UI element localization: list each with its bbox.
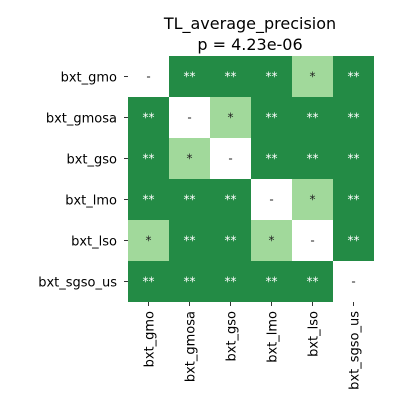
heatmap-cell [169,97,210,138]
heatmap-cell [292,261,333,302]
heatmap-cell [292,97,333,138]
row-tick-label: bxt_gmo [61,71,117,86]
column-tick-label: bxt_gmo [143,311,158,367]
heatmap-cell [251,261,292,302]
heatmap-cell [251,179,292,220]
heatmap-cell [251,138,292,179]
heatmap-cell [210,220,251,261]
heatmap-cell-label: * [310,70,316,84]
heatmap-cell [169,138,210,179]
heatmap-cell [128,97,169,138]
heatmap-cell-label: ** [266,111,278,125]
row-axis: bxt_gmo bxt_gmosa bxt_gso bxt_lmo bxt_lsobxt… [38,71,128,291]
heatmap-cell [128,138,169,179]
chart-title: TL_average_precision [163,14,336,34]
heatmap-cell-label: ** [348,111,360,125]
heatmap-cell [210,179,251,220]
heatmap-cells: - ** ** ** * **** - * ** ** **** * - ** ** **** ** ** - * **… [128,56,374,302]
column-axis: bxt_gmo bxt_gmosa bxt_gso bxt_lmo bxt_lso bxt… [143,302,363,390]
heatmap-cell-label: ** [348,152,360,166]
heatmap-cell [128,56,169,97]
heatmap-cell-label: ** [266,152,278,166]
heatmap-cell [169,56,210,97]
heatmap-cell-label: ** [348,234,360,248]
heatmap-cell [210,97,251,138]
heatmap-cell [333,261,374,302]
row-tick-label: bxt_gmosa [46,112,117,127]
column-tick-label: bxt_lso [307,311,322,357]
heatmap-cell [292,56,333,97]
heatmap-cell [333,97,374,138]
heatmap-cell [169,261,210,302]
heatmap-cell-label: - [187,111,191,125]
row-tick-label: bxt_sgso_us [38,276,117,291]
heatmap-cell-label: ** [307,111,319,125]
heatmap-cell [292,179,333,220]
heatmap-cell-label: ** [348,70,360,84]
heatmap-cell [333,56,374,97]
heatmap-cell [128,220,169,261]
heatmap-cell-label: ** [184,70,196,84]
heatmap-cell-label: ** [225,70,237,84]
heatmap-cell-label: ** [266,70,278,84]
heatmap-cell-label: - [146,70,150,84]
heatmap-cell [292,220,333,261]
heatmap-cell-label: ** [266,275,278,289]
column-tick-label: bxt_gso [225,311,240,362]
heatmap-cell [292,138,333,179]
heatmap-cell-label: ** [184,234,196,248]
column-tick-label: bxt_gmosa [184,311,199,382]
heatmap-cell [333,179,374,220]
heatmap-cell-label: ** [143,111,155,125]
heatmap-cell [251,97,292,138]
heatmap-cell [169,220,210,261]
heatmap-cell [169,179,210,220]
heatmap-cell-label: ** [143,275,155,289]
heatmap-cell [251,220,292,261]
heatmap-cell [210,138,251,179]
heatmap-cell-label: ** [225,275,237,289]
heatmap-cell-label: * [269,234,275,248]
heatmap-cell-label: * [187,152,193,166]
heatmap-cell-label: * [146,234,152,248]
heatmap-cell [210,261,251,302]
heatmap-cell [128,179,169,220]
heatmap-cell-label: - [228,152,232,166]
heatmap-cell [333,220,374,261]
column-tick-label: bxt_lmo [266,311,281,363]
heatmap-cell-label: ** [348,193,360,207]
row-tick-label: bxt_gso [66,153,117,168]
heatmap-cell-label: ** [225,234,237,248]
chart-subtitle: p = 4.23e-06 [197,35,302,54]
column-tick-label: bxt_sgso_us [348,311,363,390]
heatmap-cell [251,56,292,97]
heatmap-cell-label: * [228,111,234,125]
heatmap-cell [333,138,374,179]
row-tick-label: bxt_lso [71,235,117,250]
heatmap-cell-label: - [269,193,273,207]
heatmap-cell-label: - [310,234,314,248]
heatmap-cell [128,261,169,302]
heatmap-cell-label: - [351,275,355,289]
heatmap-cell-label: ** [225,193,237,207]
heatmap-cell-label: * [310,193,316,207]
heatmap-cell [210,56,251,97]
heatmap-cell-label: ** [184,193,196,207]
heatmap-cell-label: ** [184,275,196,289]
heatmap-cell-label: ** [143,193,155,207]
heatmap-cell-label: ** [307,152,319,166]
heatmap-cell-label: ** [143,152,155,166]
heatmap-cell-label: ** [307,275,319,289]
row-tick-label: bxt_lmo [65,194,117,209]
